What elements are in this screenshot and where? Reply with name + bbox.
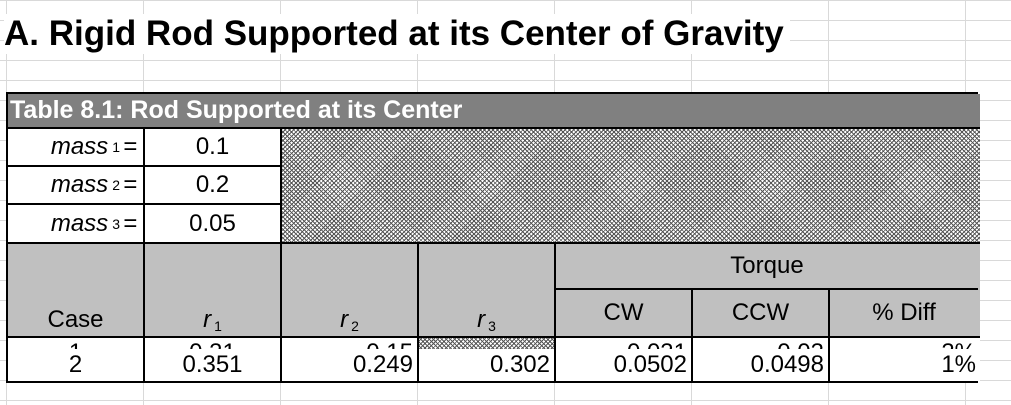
data-table: Table 8.1: Rod Supported at its Center m…: [6, 92, 980, 372]
r-symbol: r: [203, 306, 212, 333]
table-row: 2 0.351 0.249 0.302 0.0502 0.0498 1%: [6, 349, 980, 383]
r-subscript: 1: [214, 318, 222, 334]
r-symbol: r: [477, 306, 486, 333]
r-symbol: r: [340, 306, 349, 333]
torque-group-header: Torque CW CCW % Diff: [556, 244, 980, 338]
row-2-cw[interactable]: 0.0502: [556, 349, 693, 381]
row-2-ccw[interactable]: 0.0498: [693, 349, 830, 381]
r-subscript: 3: [488, 318, 496, 334]
equals-sign: =: [122, 133, 137, 160]
r-subscript: 2: [351, 318, 359, 334]
page-title: A. Rigid Rod Supported at its Center of …: [4, 14, 790, 54]
col-header-case[interactable]: Case: [8, 244, 145, 338]
mass-3-value[interactable]: 0.05: [145, 205, 282, 244]
hatched-region: [282, 129, 980, 244]
row-2-diff[interactable]: 1%: [830, 349, 980, 381]
mass-2-value[interactable]: 0.2: [145, 167, 282, 205]
torque-title[interactable]: Torque: [556, 244, 978, 290]
mass-1-label[interactable]: mass 1 =: [8, 129, 145, 167]
mass-subscript: 2: [112, 177, 120, 193]
row-2-r3[interactable]: 0.302: [419, 349, 556, 381]
row-2-r2[interactable]: 0.249: [282, 349, 419, 381]
mass-label-text: mass: [50, 209, 109, 237]
col-header-cw[interactable]: CW: [556, 290, 693, 336]
row-2-r1[interactable]: 0.351: [145, 349, 282, 381]
mass-label-text: mass: [50, 171, 109, 198]
mass-subscript: 3: [112, 215, 120, 232]
col-header-diff[interactable]: % Diff: [830, 290, 978, 336]
mass-3-label[interactable]: mass 3 =: [8, 205, 145, 244]
row-2-case[interactable]: 2: [8, 349, 145, 381]
col-header-ccw[interactable]: CCW: [693, 290, 830, 336]
table-caption[interactable]: Table 8.1: Rod Supported at its Center: [8, 94, 980, 129]
mass-subscript: 1: [112, 139, 120, 155]
mass-1-value[interactable]: 0.1: [145, 129, 282, 167]
equals-sign: =: [122, 209, 137, 237]
mass-2-label[interactable]: mass 2 =: [8, 167, 145, 205]
mass-label-text: mass: [50, 133, 109, 160]
equals-sign: =: [122, 171, 137, 198]
